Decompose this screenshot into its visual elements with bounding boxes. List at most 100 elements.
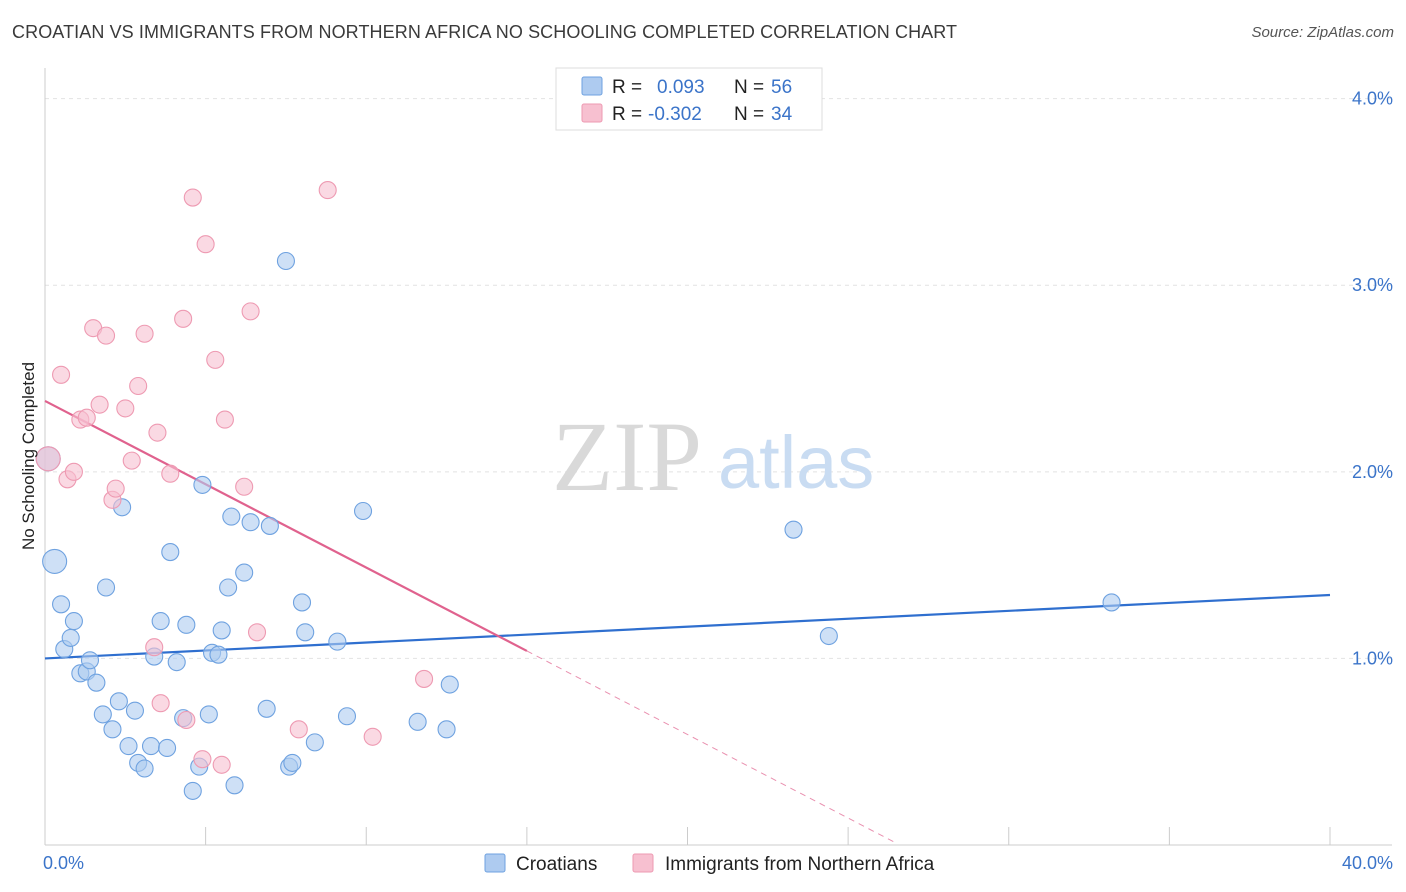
- point-croatians: [135, 759, 154, 778]
- point-croatians: [109, 692, 128, 711]
- y-tick-label: 3.0%: [1352, 275, 1393, 295]
- watermark-zip: ZIP: [552, 401, 702, 512]
- trend-line-extension-1: [526, 650, 897, 844]
- legend-swatch-immigrants: [581, 103, 603, 123]
- point-croatians: [209, 645, 228, 664]
- tick-labels: 1.0% 2.0% 3.0% 4.0% 0.0% 40.0%: [43, 89, 1393, 873]
- point-immigrants: [90, 395, 109, 414]
- point-immigrants: [241, 302, 260, 321]
- point-croatians: [1102, 593, 1121, 612]
- point-immigrants: [215, 410, 234, 429]
- point-croatians: [119, 737, 138, 756]
- point-immigrants: [415, 669, 434, 688]
- legend-swatch-immigrants: [632, 853, 654, 873]
- point-immigrants: [106, 479, 125, 498]
- source-label: Source: ZipAtlas.com: [1251, 24, 1394, 41]
- point-croatians: [87, 673, 106, 692]
- point-croatians: [219, 578, 238, 597]
- point-croatians: [819, 626, 838, 646]
- point-immigrants: [247, 623, 267, 642]
- point-croatians: [80, 651, 100, 670]
- point-croatians: [193, 475, 212, 494]
- point-croatians: [96, 578, 116, 597]
- point-croatians: [61, 628, 80, 647]
- point-croatians: [437, 720, 456, 739]
- point-immigrants: [212, 755, 231, 774]
- legend-r-label: R =: [612, 104, 642, 125]
- point-croatians: [222, 507, 241, 526]
- x-tick-label: 40.0%: [1342, 853, 1393, 873]
- x-tick-label: 0.0%: [43, 853, 84, 873]
- point-immigrants: [64, 462, 83, 481]
- legend-swatch-croatians: [581, 76, 603, 96]
- point-immigrants: [116, 399, 135, 418]
- data-points: [35, 181, 1121, 800]
- trend-line-1: [44, 399, 528, 652]
- point-croatians: [177, 615, 196, 634]
- grid-lines: [45, 98, 1392, 659]
- legend-n-label: N =: [734, 77, 764, 98]
- y-tick-label: 2.0%: [1352, 462, 1393, 482]
- legend-n-value: 34: [771, 104, 793, 125]
- point-croatians: [64, 612, 83, 631]
- point-immigrants: [151, 694, 170, 713]
- legend-bottom: Croatians Immigrants from Northern Afric…: [484, 853, 935, 875]
- point-croatians: [167, 653, 186, 672]
- point-immigrants: [196, 235, 215, 254]
- y-tick-label: 1.0%: [1352, 648, 1393, 668]
- point-immigrants: [122, 451, 141, 470]
- point-croatians: [212, 621, 231, 640]
- point-croatians: [257, 699, 276, 718]
- point-croatians: [292, 593, 312, 612]
- point-croatians: [296, 623, 315, 642]
- y-tick-label: 4.0%: [1352, 89, 1393, 109]
- legend-n-label: N =: [734, 104, 764, 125]
- point-croatians: [283, 753, 302, 772]
- point-immigrants: [174, 309, 193, 328]
- point-immigrants: [183, 188, 202, 207]
- point-immigrants: [145, 638, 164, 657]
- point-immigrants: [289, 720, 308, 739]
- legend-label-croatians: Croatians: [516, 854, 597, 875]
- point-croatians: [241, 513, 260, 532]
- legend-r-value: -0.302: [648, 104, 702, 125]
- point-croatians: [225, 776, 244, 795]
- point-immigrants: [193, 750, 212, 769]
- point-croatians: [52, 595, 71, 614]
- point-immigrants: [135, 324, 154, 343]
- point-croatians: [199, 705, 218, 724]
- trend-line-0: [44, 593, 1331, 660]
- point-croatians: [337, 707, 357, 726]
- point-immigrants: [363, 727, 382, 746]
- point-immigrants: [129, 376, 148, 396]
- point-croatians: [784, 520, 803, 539]
- point-croatians: [93, 705, 112, 724]
- point-croatians: [151, 612, 170, 631]
- point-croatians: [353, 501, 373, 521]
- legend-top: R = 0.093 N = 56 R = -0.302 N = 34: [555, 67, 823, 131]
- point-croatians: [42, 548, 68, 574]
- point-croatians: [161, 543, 180, 562]
- point-croatians: [158, 738, 177, 758]
- legend-r-label: R =: [612, 77, 642, 98]
- point-croatians: [125, 701, 144, 720]
- point-croatians: [408, 712, 427, 731]
- y-axis-label: No Schooling Completed: [19, 362, 38, 550]
- legend-r-value: 0.093: [657, 77, 705, 98]
- point-croatians: [305, 733, 324, 752]
- point-croatians: [276, 251, 295, 271]
- point-immigrants: [177, 710, 196, 730]
- chart-title: CROATIAN VS IMMIGRANTS FROM NORTHERN AFR…: [12, 22, 958, 42]
- point-immigrants: [235, 477, 254, 496]
- legend-n-value: 56: [771, 77, 792, 98]
- point-immigrants: [35, 446, 61, 472]
- point-croatians: [440, 675, 459, 694]
- watermark-atlas: atlas: [718, 421, 874, 504]
- legend-swatch-croatians: [484, 853, 506, 873]
- point-immigrants: [77, 408, 96, 427]
- point-immigrants: [161, 464, 180, 483]
- point-immigrants: [52, 365, 71, 384]
- point-croatians: [260, 516, 279, 535]
- point-immigrants: [206, 350, 225, 369]
